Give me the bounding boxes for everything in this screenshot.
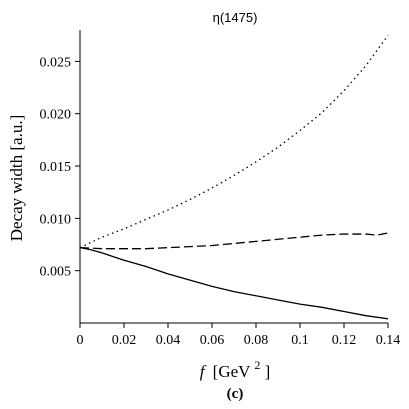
series-layer	[79, 34, 389, 320]
y-tick-label: 0.005	[40, 265, 72, 280]
y-tick-label: 0.025	[40, 55, 72, 70]
x-tick-label: 0.1	[291, 333, 309, 348]
x-tick-label: 0.04	[156, 333, 181, 348]
x-tick-label: 0	[77, 333, 84, 348]
x-tick-label: 0.08	[244, 333, 269, 348]
y-axis-label: Decay width [a.u.]	[7, 115, 26, 242]
x-ticks: 0 0.02 0.04 0.06 0.08 0.1 0.12 0.14	[77, 323, 401, 348]
x-axis-label-close: ]	[265, 362, 271, 381]
y-tick-label: 0.020	[40, 108, 72, 123]
y-tick-label: 0.010	[40, 212, 72, 227]
chart-title: η(1475)	[213, 10, 258, 25]
x-tick-label: 0.14	[376, 333, 401, 348]
x-tick-label: 0.06	[200, 333, 225, 348]
series-line-solid	[79, 247, 389, 320]
x-axis-label-unit: [GeV	[213, 362, 251, 381]
y-ticks: 0.005 0.010 0.015 0.020 0.025	[40, 55, 80, 280]
x-axis-label-exponent: 2	[254, 358, 260, 372]
series-line-dotted	[79, 34, 389, 249]
x-axis-label: f [GeV 2 ]	[200, 354, 271, 381]
x-axis-label-symbol: f	[200, 362, 207, 381]
y-tick-label: 0.015	[40, 160, 72, 175]
panel-label: (c)	[227, 386, 244, 402]
x-tick-label: 0.02	[112, 333, 137, 348]
series-line-dashed	[79, 232, 389, 250]
x-tick-label: 0.12	[332, 333, 357, 348]
